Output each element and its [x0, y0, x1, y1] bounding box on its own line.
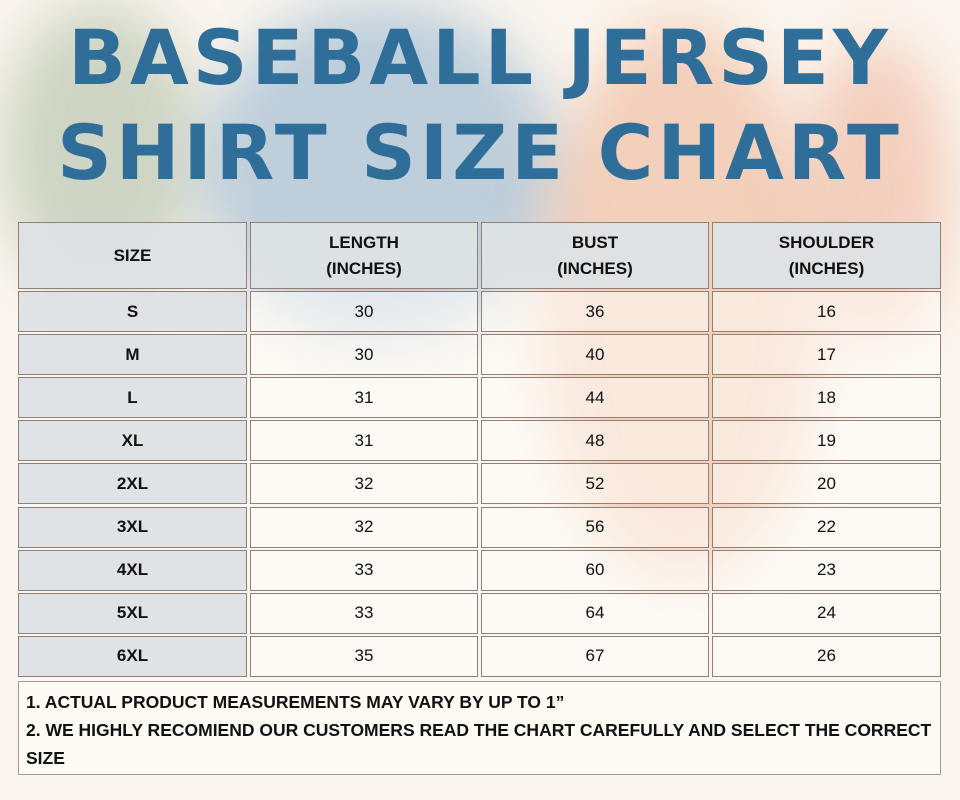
- cell-bust: 48: [481, 420, 709, 462]
- cell-size: S: [18, 291, 247, 332]
- header-length: LENGTH (INCHES): [250, 222, 478, 289]
- cell-shoulder: 20: [712, 463, 941, 505]
- header-shoulder: SHOULDER (INCHES): [712, 222, 941, 289]
- header-bust: BUST (INCHES): [481, 222, 709, 289]
- notes-box: 1. ACTUAL PRODUCT MEASUREMENTS MAY VARY …: [18, 681, 941, 775]
- note-2: 2. WE HIGHLY RECOMIEND OUR CUSTOMERS REA…: [26, 720, 932, 768]
- cell-size: 6XL: [18, 635, 247, 677]
- cell-length: 35: [250, 635, 478, 677]
- cell-length: 32: [250, 506, 478, 548]
- cell-size: L: [18, 377, 247, 419]
- cell-shoulder: 23: [712, 549, 941, 591]
- cell-size: 5XL: [18, 592, 247, 634]
- cell-size: XL: [18, 420, 247, 462]
- cell-size: M: [18, 334, 247, 376]
- cell-size: 2XL: [18, 463, 247, 505]
- cell-length: 30: [250, 291, 478, 332]
- cell-length: 33: [250, 592, 478, 634]
- cell-shoulder: 16: [712, 291, 941, 332]
- cell-bust: 44: [481, 377, 709, 419]
- note-1: 1. ACTUAL PRODUCT MEASUREMENTS MAY VARY …: [26, 692, 565, 712]
- cell-length: 32: [250, 463, 478, 505]
- cell-length: 33: [250, 549, 478, 591]
- cell-bust: 64: [481, 592, 709, 634]
- cell-size: 4XL: [18, 549, 247, 591]
- cell-shoulder: 24: [712, 592, 941, 634]
- cell-length: 31: [250, 420, 478, 462]
- title-line-2: SHIRT SIZE CHART: [57, 108, 903, 197]
- cell-length: 30: [250, 334, 478, 376]
- cell-shoulder: 18: [712, 377, 941, 419]
- cell-length: 31: [250, 377, 478, 419]
- header-size: SIZE: [18, 222, 247, 289]
- cell-shoulder: 26: [712, 635, 941, 677]
- cell-shoulder: 17: [712, 334, 941, 376]
- cell-bust: 36: [481, 291, 709, 332]
- cell-size: 3XL: [18, 506, 247, 548]
- cell-shoulder: 19: [712, 420, 941, 462]
- cell-shoulder: 22: [712, 506, 941, 548]
- cell-bust: 60: [481, 549, 709, 591]
- cell-bust: 40: [481, 334, 709, 376]
- title-line-1: BASEBALL JERSEY: [68, 13, 892, 102]
- cell-bust: 56: [481, 506, 709, 548]
- cell-bust: 67: [481, 635, 709, 677]
- cell-bust: 52: [481, 463, 709, 505]
- orange-wash-right: [800, 40, 950, 340]
